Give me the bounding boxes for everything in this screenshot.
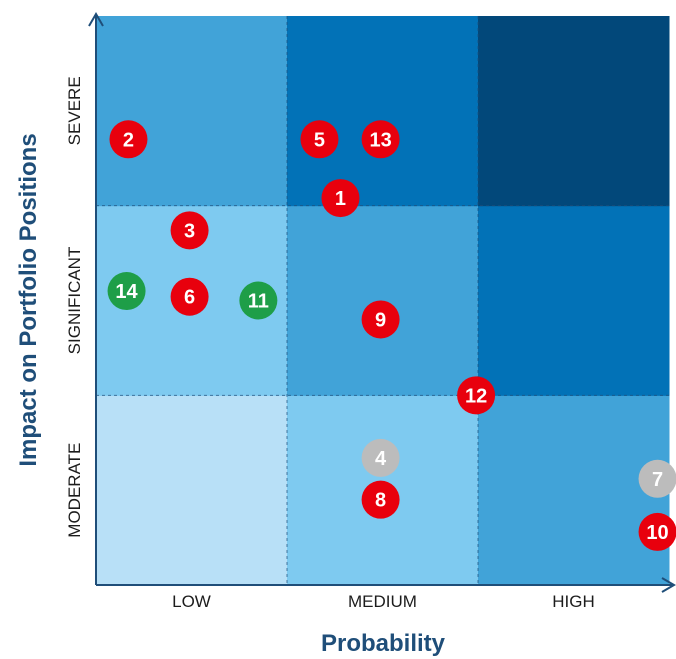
- tick-labels: LOW MEDIUM HIGH MODERATE SIGNIFICANT SEVERE: [65, 76, 595, 611]
- y-tick-label: SEVERE: [65, 76, 84, 145]
- risk-point-marker: [300, 120, 339, 159]
- risk-point-3: 3: [170, 211, 209, 250]
- x-tick-label: MEDIUM: [348, 592, 417, 611]
- risk-point-marker: [239, 281, 278, 320]
- risk-point-label: 9: [375, 309, 386, 331]
- x-axis-title: Probability: [321, 630, 446, 657]
- risk-point-marker: [107, 272, 146, 311]
- risk-point-label: 10: [646, 522, 668, 544]
- risk-point-11: 11: [239, 281, 278, 320]
- risk-point-marker: [361, 438, 400, 477]
- risk-point-marker: [638, 512, 676, 551]
- risk-point-8: 8: [361, 480, 400, 519]
- risk-point-6: 6: [170, 277, 209, 316]
- risk-point-marker: [457, 376, 496, 415]
- y-axis-arrow-icon: [88, 12, 104, 27]
- risk-point-marker: [170, 277, 209, 316]
- risk-point-label: 13: [369, 129, 391, 151]
- risk-point-7: 7: [638, 459, 676, 498]
- risk-point-1: 1: [321, 179, 360, 218]
- risk-point-label: 5: [314, 129, 325, 151]
- risk-point-10: 10: [638, 512, 676, 551]
- matrix-cell-moderate-low: [96, 395, 288, 586]
- risk-point-5: 5: [300, 120, 339, 159]
- y-axis-title: Impact on Portfolio Positions: [15, 133, 42, 466]
- risk-point-label: 11: [248, 291, 269, 313]
- matrix-cell-significant-high: [478, 205, 670, 396]
- risk-point-14: 14: [107, 272, 146, 311]
- axes: [88, 12, 676, 593]
- risk-point-label: 7: [652, 469, 663, 491]
- risk-point-4: 4: [361, 438, 400, 477]
- risk-point-marker: [109, 120, 148, 159]
- risk-point-13: 13: [361, 120, 400, 159]
- risk-point-marker: [321, 179, 360, 218]
- risk-point-label: 6: [184, 287, 195, 309]
- y-tick-label: MODERATE: [65, 443, 84, 538]
- risk-point-marker: [361, 480, 400, 519]
- risk-point-marker: [638, 459, 676, 498]
- x-tick-label: HIGH: [552, 592, 595, 611]
- risk-point-label: 2: [123, 129, 134, 151]
- risk-point-label: 4: [375, 448, 387, 470]
- risk-point-marker: [361, 300, 400, 339]
- risk-point-9: 9: [361, 300, 400, 339]
- risk-point-label: 3: [184, 220, 195, 242]
- risk-point-label: 12: [465, 385, 487, 407]
- x-tick-label: LOW: [172, 592, 211, 611]
- grid-lines: [96, 16, 669, 585]
- risk-point-12: 12: [457, 376, 496, 415]
- matrix-cell-severe-low: [96, 16, 288, 207]
- matrix-cell-severe-high: [478, 16, 670, 207]
- risk-point-label: 8: [375, 490, 386, 512]
- risk-point-2: 2: [109, 120, 148, 159]
- risk-point-marker: [170, 211, 209, 250]
- risk-point-label: 1: [335, 188, 346, 210]
- risk-point-marker: [361, 120, 400, 159]
- risk-point-label: 14: [115, 281, 138, 303]
- matrix-cell-severe-medium: [287, 16, 479, 207]
- x-axis-arrow-icon: [661, 577, 676, 593]
- y-tick-label: SIGNIFICANT: [65, 247, 84, 355]
- matrix-cell-moderate-high: [478, 395, 670, 586]
